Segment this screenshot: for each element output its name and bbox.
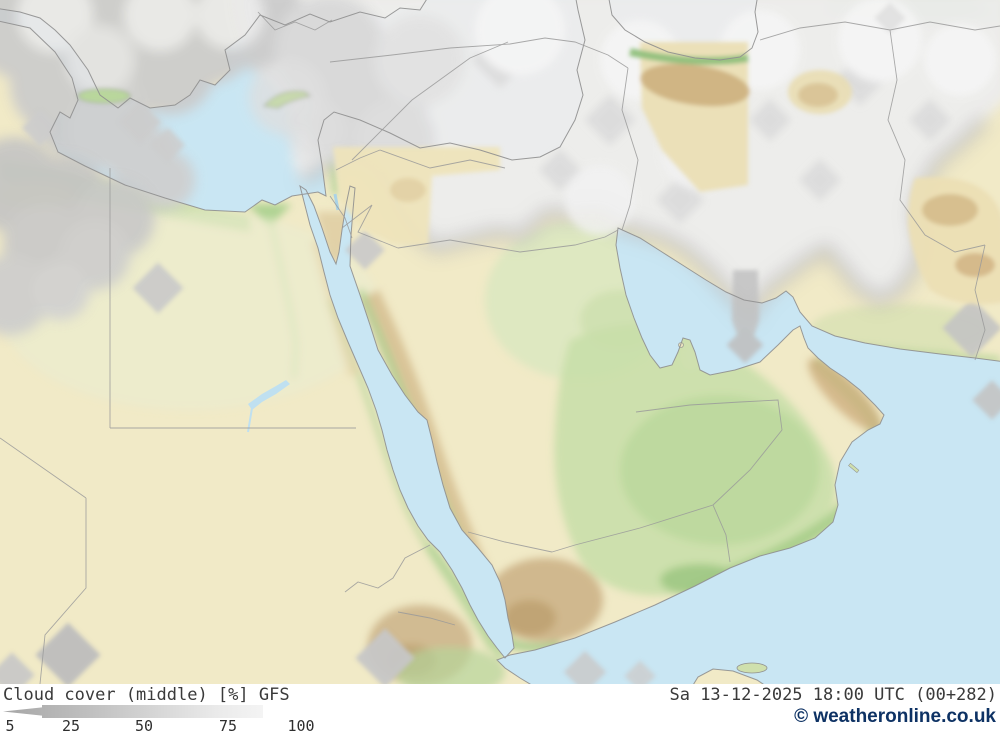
legend-gradient-bar <box>3 705 263 718</box>
legend-tick: 75 <box>218 717 238 733</box>
island-crete <box>77 88 131 104</box>
legend-scale: 5 25 50 75 100 <box>0 717 340 733</box>
legend-tick: 5 <box>5 717 15 733</box>
lake-nasser <box>248 380 290 410</box>
legend-tick: 100 <box>287 717 315 733</box>
weather-map <box>0 0 1000 684</box>
border-layer <box>0 11 1000 684</box>
map-canvas <box>0 0 1000 684</box>
legend-tick: 50 <box>134 717 154 733</box>
cloud-gap-layer <box>77 42 1000 305</box>
island-cyprus <box>263 90 311 109</box>
island-masirah <box>848 462 860 473</box>
footer-bar: Cloud cover (middle) [%] GFS Sa 13-12-20… <box>0 684 1000 733</box>
cloud-layer <box>0 0 1000 684</box>
island-socotra <box>736 662 768 674</box>
map-title: Cloud cover (middle) [%] GFS <box>3 685 290 705</box>
copyright-link[interactable]: © weatheronline.co.uk <box>794 706 996 727</box>
island-layer <box>678 342 860 674</box>
map-datetime: Sa 13-12-2025 18:00 UTC (00+282) <box>669 685 997 705</box>
legend-tick: 25 <box>61 717 81 733</box>
